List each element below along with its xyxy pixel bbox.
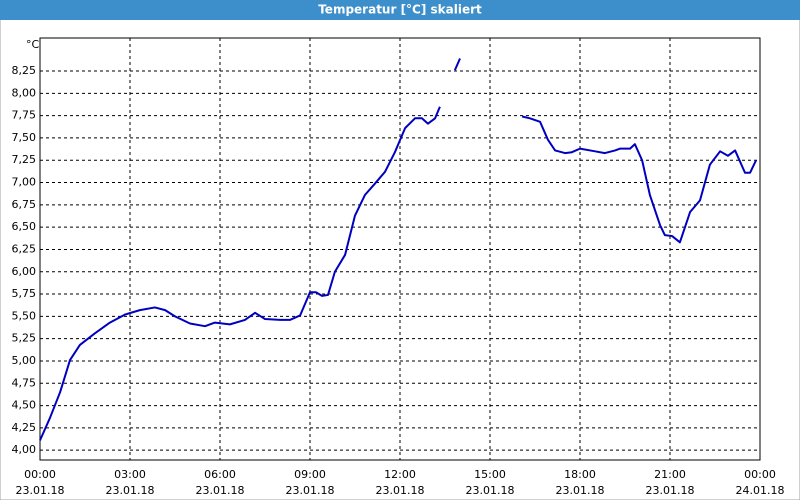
y-tick-label: 6,50 [12, 220, 37, 233]
x-tick-date: 23.01.18 [16, 484, 65, 497]
y-tick-label: 4,25 [12, 421, 37, 434]
x-tick-date: 23.01.18 [106, 484, 155, 497]
x-tick-label: 18:00 [564, 468, 596, 481]
x-tick-date: 23.01.18 [286, 484, 335, 497]
x-tick-date: 23.01.18 [376, 484, 425, 497]
x-tick-label: 12:00 [384, 468, 416, 481]
y-tick-label: 7,25 [12, 153, 37, 166]
y-tick-label: 4,50 [12, 399, 37, 412]
x-tick-label: 03:00 [114, 468, 146, 481]
y-tick-label: 7,75 [12, 109, 37, 122]
y-tick-label: 5,75 [12, 287, 37, 300]
y-tick-label: 6,75 [12, 198, 37, 211]
x-tick-label: 21:00 [654, 468, 686, 481]
x-tick-date: 24.01.18 [736, 484, 785, 497]
x-tick-date: 23.01.18 [196, 484, 245, 497]
x-tick-label: 09:00 [294, 468, 326, 481]
y-tick-label: 8,25 [12, 64, 37, 77]
x-tick-label: 00:00 [24, 468, 56, 481]
y-tick-label: 4,75 [12, 376, 37, 389]
y-tick-label: 6,00 [12, 265, 37, 278]
plot-frame [39, 37, 761, 461]
y-tick-label: 7,00 [12, 176, 37, 189]
y-tick-label: 5,50 [12, 309, 37, 322]
y-tick-label: 8,00 [12, 86, 37, 99]
y-tick-label: 6,25 [12, 242, 37, 255]
x-tick-date: 23.01.18 [646, 484, 695, 497]
y-tick-label: 7,50 [12, 131, 37, 144]
x-tick-date: 23.01.18 [556, 484, 605, 497]
y-unit-label: °C [26, 38, 40, 51]
x-tick-label: 15:00 [474, 468, 506, 481]
chart-title: Temperatur [°C] skaliert [318, 3, 482, 17]
y-tick-label: 4,00 [12, 443, 37, 456]
title-bar [0, 0, 800, 20]
x-tick-label: 06:00 [204, 468, 236, 481]
y-tick-label: 5,00 [12, 354, 37, 367]
y-tick-label: 5,25 [12, 332, 37, 345]
x-tick-label: 00:00 [744, 468, 776, 481]
temperature-line [39, 58, 758, 441]
x-tick-date: 23.01.18 [466, 484, 515, 497]
